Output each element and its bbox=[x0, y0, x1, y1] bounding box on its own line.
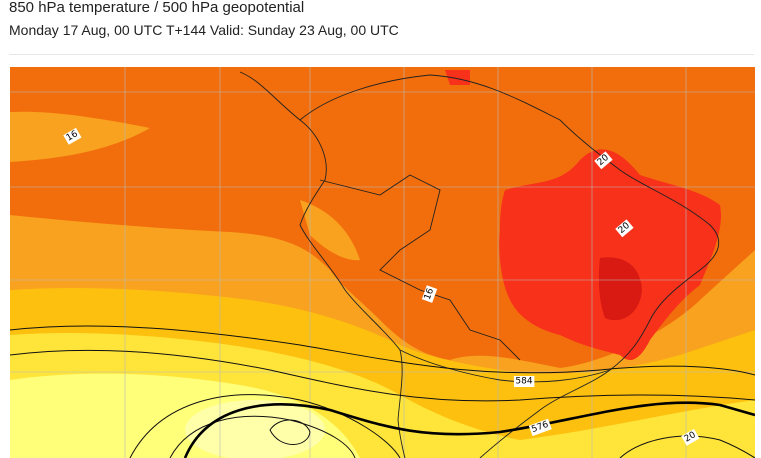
contour-label-text: 16 bbox=[423, 287, 436, 301]
contour-label: 20 bbox=[681, 428, 700, 446]
coastline bbox=[239, 71, 720, 458]
contour-label: 20 bbox=[615, 219, 634, 238]
label-background bbox=[513, 376, 535, 387]
contour-label-text: 584 bbox=[515, 377, 532, 387]
label-background bbox=[594, 151, 613, 170]
label-background bbox=[528, 418, 552, 437]
label-background bbox=[615, 219, 634, 238]
contour-label: 16 bbox=[421, 285, 438, 303]
subtitle: Monday 17 Aug, 00 UTC T+144 Valid: Sunda… bbox=[9, 22, 399, 38]
contour-label: 584 bbox=[513, 376, 535, 387]
title: 850 hPa temperature / 500 hPa geopotenti… bbox=[9, 0, 305, 16]
graticule bbox=[10, 67, 755, 458]
contours bbox=[10, 325, 755, 458]
map-fields bbox=[10, 67, 755, 458]
label-background bbox=[63, 127, 82, 145]
contour-label: 20 bbox=[594, 151, 613, 170]
label-background bbox=[421, 285, 438, 303]
separator bbox=[9, 54, 754, 55]
contour-label: 16 bbox=[63, 127, 82, 145]
thick-contour bbox=[183, 401, 755, 458]
label-background bbox=[681, 428, 700, 446]
contour-label: 576 bbox=[528, 418, 552, 437]
contour-labels: 16 20 20 16 584 576 20 bbox=[63, 127, 700, 446]
